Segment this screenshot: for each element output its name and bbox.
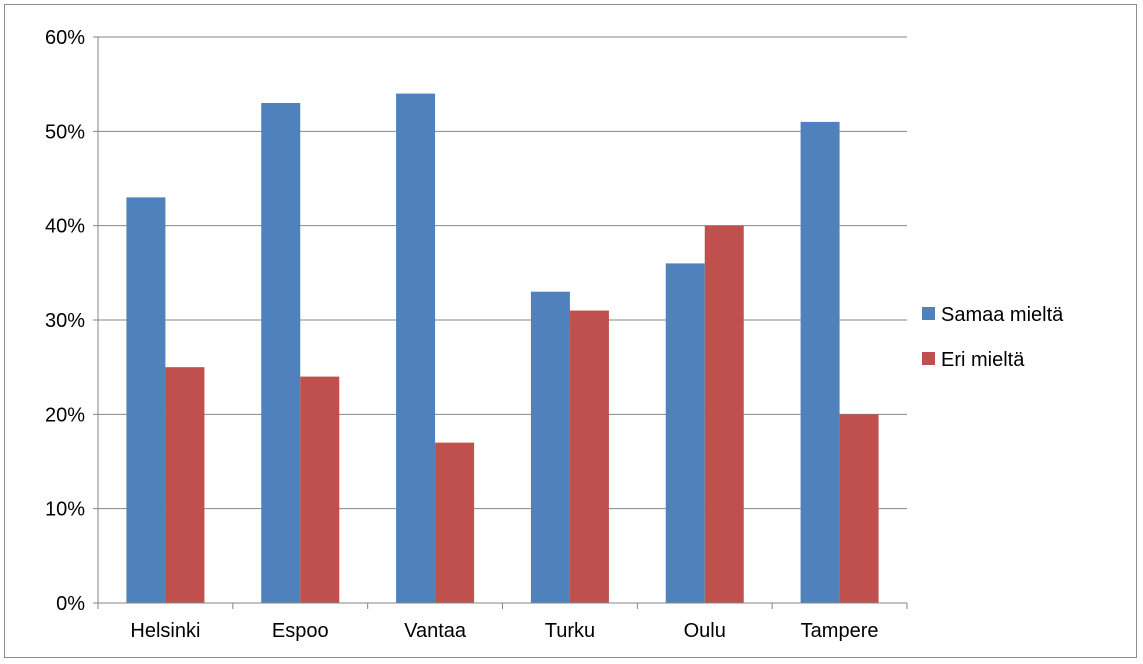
bar-helsinki-series-1 xyxy=(126,197,166,603)
bar-helsinki-series-2 xyxy=(165,367,205,603)
x-tick-label: Helsinki xyxy=(130,620,200,642)
bar-oulu-series-1 xyxy=(665,263,705,603)
bar-espoo-series-2 xyxy=(300,376,340,603)
bar-chart: 0% 10% 20% 30% 40% 50% 60% Helsinki Espoo Vantaa… xyxy=(45,27,1064,642)
x-tick-label: Vantaa xyxy=(404,620,467,642)
y-tick-label: 0% xyxy=(56,593,85,615)
y-tick-label: 10% xyxy=(45,499,85,521)
bar-turku-series-2 xyxy=(569,310,609,603)
x-tick-labels: Helsinki Espoo Vantaa Turku Oulu Tampere xyxy=(130,620,878,642)
y-tick-label: 40% xyxy=(45,216,85,238)
y-tick-label: 60% xyxy=(45,27,85,49)
bar-espoo-series-1 xyxy=(261,103,301,604)
bar-tampere-series-1 xyxy=(800,121,840,604)
chart-frame: 0% 10% 20% 30% 40% 50% 60% Helsinki Espoo Vantaa… xyxy=(4,4,1137,658)
legend-label: Samaa mieltä xyxy=(941,304,1064,326)
legend-label: Eri mieltä xyxy=(941,349,1025,371)
y-tick-label: 30% xyxy=(45,310,85,332)
legend: Samaa mieltä Eri mieltä xyxy=(922,304,1064,371)
bar-oulu-series-2 xyxy=(704,225,744,603)
bars xyxy=(126,93,879,604)
bar-tampere-series-2 xyxy=(839,414,879,603)
y-tick-label: 20% xyxy=(45,404,85,426)
y-tick-labels: 0% 10% 20% 30% 40% 50% 60% xyxy=(45,27,85,615)
x-tick-label: Espoo xyxy=(272,620,329,642)
y-tick-label: 50% xyxy=(45,121,85,143)
x-tick-label: Tampere xyxy=(801,620,879,642)
x-tick-label: Turku xyxy=(545,620,595,642)
bar-vantaa-series-1 xyxy=(396,93,436,603)
legend-swatch xyxy=(922,352,935,365)
axes xyxy=(97,37,908,609)
gridlines xyxy=(93,36,907,604)
legend-swatch xyxy=(922,307,935,320)
x-tick-label: Oulu xyxy=(684,620,726,642)
bar-vantaa-series-2 xyxy=(435,442,475,603)
bar-turku-series-1 xyxy=(530,291,570,603)
